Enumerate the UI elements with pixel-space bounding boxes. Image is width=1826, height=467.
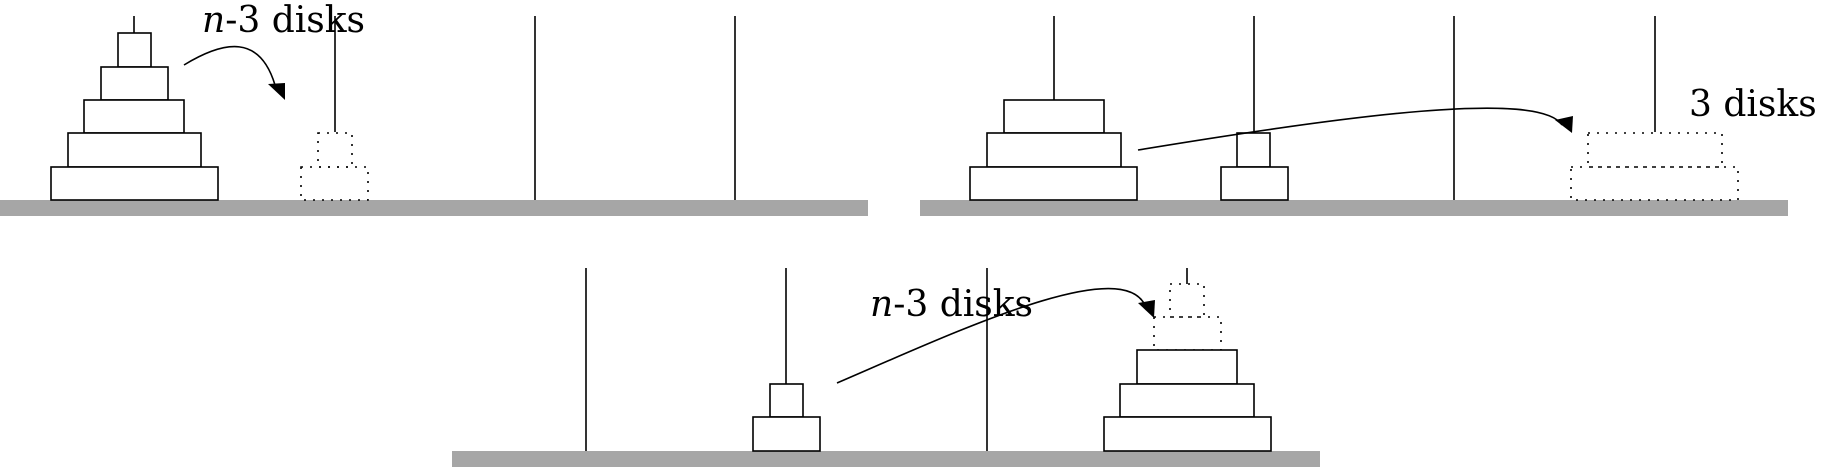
panel-2-disk (1003, 99, 1105, 134)
panel-1-ghost-disk (300, 166, 369, 201)
panel-step-2: 3 disks (920, 16, 1817, 216)
panel-1-disk (50, 166, 219, 201)
panel-3-arrowhead (1138, 300, 1155, 318)
panel-2-disk (969, 166, 1138, 201)
panel-2-disk (986, 132, 1122, 168)
panel-3-disk (752, 416, 821, 452)
panel-2-arrowhead (1555, 116, 1573, 133)
panel-1-disk (100, 66, 169, 101)
panel-1-arrowhead (268, 83, 285, 100)
panel-2-label: 3 disks (1689, 84, 1817, 125)
panel-1-disk (67, 132, 202, 168)
panel-2-disk (1236, 132, 1271, 168)
panel-2-base (920, 200, 1788, 216)
panel-2-ghost-disk (1570, 166, 1739, 201)
panel-1-label: n-3 disks (202, 0, 365, 41)
panel-3-move-arrow (836, 287, 1146, 384)
panel-step-1: n-3 disks (0, 0, 868, 216)
panel-3-disk (1119, 383, 1255, 418)
panel-3-disk (769, 383, 804, 418)
panel-3-ghost-disk (1169, 283, 1205, 318)
panel-2-disk (1220, 166, 1289, 201)
panel-1-disk (117, 32, 152, 68)
panel-3-label: n-3 disks (870, 284, 1033, 325)
panel-2-move-arrow (1137, 107, 1563, 151)
panel-3-disk (1136, 349, 1238, 385)
panel-1-ghost-disk (317, 132, 353, 168)
panel-1-base (0, 200, 868, 216)
panel-3-disk (1103, 416, 1272, 452)
panel-3-base (452, 451, 1320, 467)
panel-3-ghost-disk (1153, 316, 1222, 351)
panel-2-ghost-disk (1587, 132, 1723, 168)
panel-1-disk (83, 99, 185, 134)
panel-1-move-arrow (183, 45, 276, 86)
panel-step-3: n-3 disks (452, 268, 1320, 467)
